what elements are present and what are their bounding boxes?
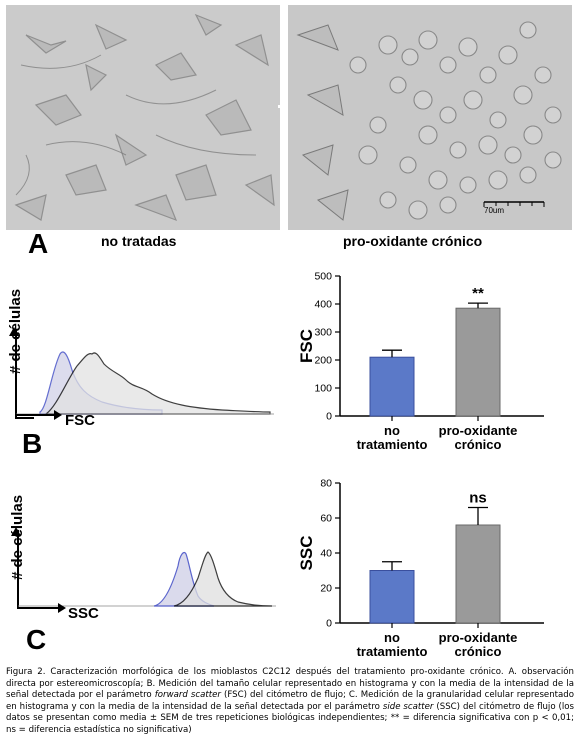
hist-c-xlabel: SSC [68, 605, 99, 622]
y-tick-label: 500 [314, 271, 332, 283]
y-tick-label: 60 [320, 513, 332, 525]
x-tick-label: crónico [455, 644, 502, 659]
bar [455, 524, 501, 624]
y-tick-label: 100 [314, 383, 332, 395]
significance-label: ** [472, 285, 484, 302]
label-pro-oxidant: pro-oxidante crónico [343, 233, 483, 249]
panel-letter-b: B [22, 428, 43, 459]
y-tick-label: 300 [314, 327, 332, 339]
y-tick-label: 40 [320, 548, 332, 560]
micrograph-untreated [6, 5, 280, 230]
x-tick-label: pro-oxidante [439, 423, 518, 438]
caption-part-3: (SSC) del citómetro de flujo (los datos … [6, 701, 574, 735]
caption-italic-1: forward scatter [154, 690, 221, 701]
hist-b-black-curve [44, 352, 271, 415]
significance-label: ns [469, 490, 487, 507]
caption-part-1: Figura 2. Caracterización morfológica de… [6, 667, 574, 701]
y-tick-label: 80 [320, 478, 332, 490]
hist-b-axes [15, 330, 34, 419]
x-tick-label: crónico [455, 437, 502, 452]
y-tick-label: 0 [326, 618, 332, 630]
y-tick-label: 0 [326, 411, 332, 423]
bar [369, 570, 415, 624]
panel-letter-a: A [28, 228, 49, 259]
y-axis-label: SSC [297, 536, 316, 571]
hist-c-axes [17, 530, 36, 609]
label-untreated: no tratadas [101, 233, 177, 249]
x-tick-label: no [384, 630, 400, 645]
hist-b-y-arrow [9, 327, 19, 336]
bar [369, 356, 415, 417]
hist-c-y-arrow [11, 527, 21, 536]
x-tick-label: tratamiento [357, 437, 428, 452]
caption-italic-2: side scatter [382, 701, 434, 712]
hist-b-xlabel: FSC [65, 412, 95, 429]
y-tick-label: 200 [314, 355, 332, 367]
y-tick-label: 400 [314, 299, 332, 311]
micrograph-pro-oxidant [288, 5, 572, 230]
scale-bar [483, 201, 545, 207]
x-tick-label: tratamiento [357, 644, 428, 659]
x-tick-label: pro-oxidante [439, 630, 518, 645]
y-axis-label: FSC [297, 329, 316, 363]
hist-c-black-curve [173, 551, 273, 607]
panel-letter-c: C [26, 624, 47, 655]
caption-part-2: (FSC) del citómetro de flujo; C. Medició… [6, 690, 575, 712]
y-tick-label: 20 [320, 583, 332, 595]
bar [455, 307, 501, 417]
histogram-fsc [15, 330, 274, 419]
scale-bar-label: 70um [484, 206, 505, 215]
x-tick-label: no [384, 423, 400, 438]
figure-caption: Figura 2. Caracterización morfológica de… [6, 667, 574, 737]
